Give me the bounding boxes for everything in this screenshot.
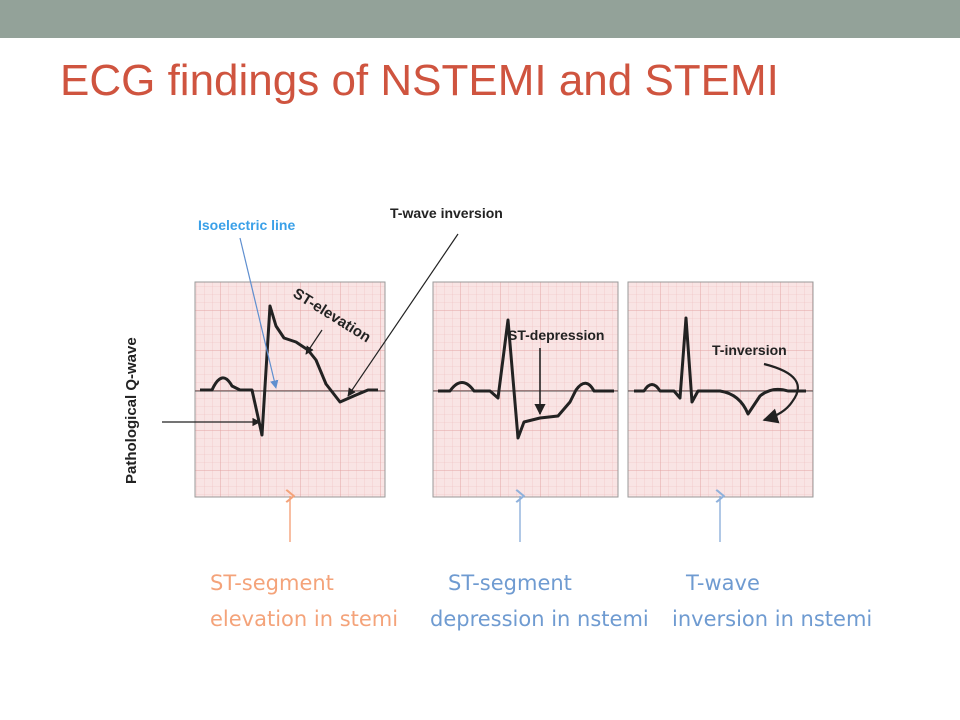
ecg-diagram: Pathological Q-wave Isoelectric line T-w… <box>100 190 900 660</box>
label-t-wave-inversion: T-wave inversion <box>390 205 503 221</box>
slide-title: ECG findings of NSTEMI and STEMI <box>60 56 779 105</box>
arrow-t-inversion <box>762 362 799 424</box>
caption-stemi-line1: ST-segment <box>210 571 334 595</box>
arrow-isoelectric-line <box>239 237 279 389</box>
label-pathological-q-wave: Pathological Q-wave <box>123 337 140 484</box>
ecg-trace-t-inversion <box>634 316 806 416</box>
ecg-panel-t-inversion <box>627 281 814 498</box>
top-accent-bar <box>0 0 960 38</box>
caption-st-depression-line2: depression in nstemi <box>430 607 649 631</box>
ecg-panel-stemi <box>194 281 386 498</box>
caption-st-depression-line1: ST-segment <box>448 571 572 595</box>
label-st-depression: ST-depression <box>508 327 604 343</box>
ecg-trace-st-depression <box>438 318 614 440</box>
ecg-trace-stemi <box>200 304 378 437</box>
ecg-panel-st-depression <box>432 281 619 498</box>
label-isoelectric-line: Isoelectric line <box>198 217 295 233</box>
arrow-st-elevation <box>305 329 323 355</box>
caption-t-inversion-line1: T-wave <box>685 571 760 595</box>
caption-t-inversion-line2: inversion in nstemi <box>672 607 872 631</box>
arrow-t-wave-inversion <box>347 233 459 397</box>
label-t-inversion: T-inversion <box>712 342 787 358</box>
caption-stemi-line2: elevation in stemi <box>210 607 398 631</box>
